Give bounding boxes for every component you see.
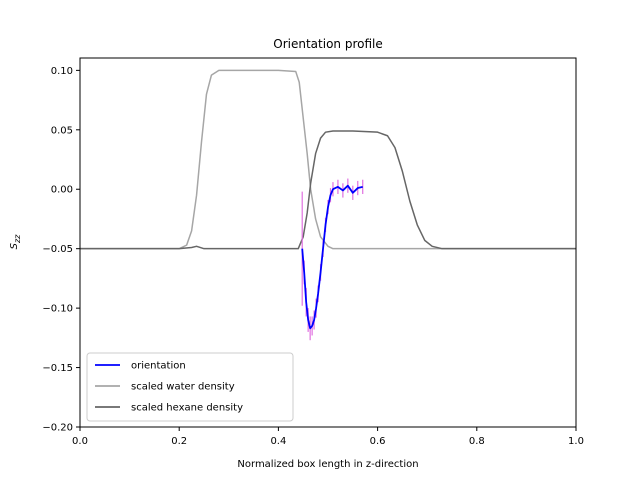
x-tick-label: 0.0 [72, 436, 88, 447]
x-axis: 0.0 0.2 0.4 0.6 0.8 1.0 [72, 427, 584, 447]
series-line-orientation [301, 184, 363, 330]
y-tick-label: 0.10 [51, 66, 73, 77]
y-tick-label: 0.00 [51, 185, 73, 196]
series-line-scaled-water-density [80, 69, 576, 250]
y-axis-label-main: S [9, 242, 20, 249]
x-axis-label: Normalized box length in z-direction [237, 459, 418, 470]
y-tick-label: −0.20 [42, 423, 73, 434]
plot-frame [79, 57, 577, 428]
y-axis-label-subscript: zz [13, 234, 22, 244]
y-tick-label: −0.05 [42, 244, 73, 255]
y-axis-label: Szz [9, 234, 22, 250]
y-tick-label: 0.05 [51, 125, 73, 136]
legend-box [86, 352, 294, 422]
x-tick-label: 0.6 [370, 436, 386, 447]
y-tick-label: −0.15 [42, 363, 73, 374]
legend-label-scaled-hexane-density: scaled hexane density [131, 403, 243, 414]
series-line-scaled-hexane-density [80, 130, 576, 250]
chart-title: Orientation profile [273, 37, 382, 51]
y-tick-label: −0.10 [42, 304, 73, 315]
legend-label-scaled-water-density: scaled water density [131, 382, 235, 393]
x-tick-label: 0.2 [171, 436, 187, 447]
x-tick-label: 0.8 [469, 436, 485, 447]
legend: orientation scaled water density scaled he… [86, 352, 294, 422]
legend-label-orientation: orientation [131, 361, 186, 372]
plot-area [80, 69, 576, 341]
x-tick-label: 1.0 [568, 436, 584, 447]
y-axis: 0.10 0.05 0.00 −0.05 −0.10 −0.15 −0.20 [42, 66, 80, 434]
x-tick-label: 0.4 [270, 436, 286, 447]
